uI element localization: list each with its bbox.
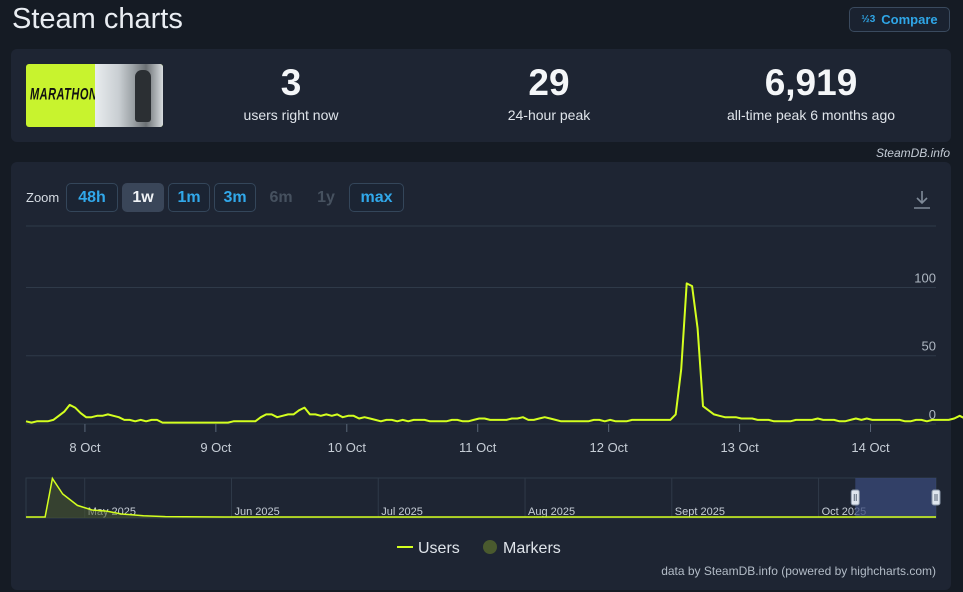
- x-tick-label: 8 Oct: [69, 440, 100, 455]
- navigator-label: Jul 2025: [381, 506, 423, 518]
- x-tick-label: 12 Oct: [590, 440, 629, 455]
- zoom-48h-button[interactable]: 48h: [66, 183, 118, 212]
- stat-current-value: 3: [280, 62, 302, 103]
- stat-peak24-label: 24-hour peak: [507, 107, 591, 123]
- stat-alltime-value: 6,919: [764, 62, 858, 103]
- navigator-label: Sept 2025: [675, 506, 725, 518]
- navigator-label: Oct 2025: [822, 506, 867, 518]
- legend-markers-swatch: [483, 540, 497, 554]
- users-series-line: [25, 282, 963, 424]
- credits[interactable]: data by SteamDB.info (powered by highcha…: [661, 564, 936, 578]
- navigator-handle-body: [850, 489, 860, 506]
- navigator-frame: [25, 477, 937, 519]
- zoom-1y-button: 1y: [317, 188, 335, 206]
- stat-peak24-value: 29: [528, 62, 570, 103]
- zoom-1m-button[interactable]: 1m: [168, 183, 210, 212]
- navigator-label: Jun 2025: [234, 506, 279, 518]
- legend: Users Markers: [397, 540, 561, 557]
- x-tick-label: 14 Oct: [851, 440, 890, 455]
- navigator-handle-right[interactable]: [931, 489, 941, 506]
- navigator-label: Aug 2025: [528, 506, 575, 518]
- game-art-figure: [135, 70, 151, 122]
- source-link[interactable]: SteamDB.info: [875, 146, 950, 160]
- stat-alltime-label: all-time peak 6 months ago: [726, 107, 896, 123]
- y-tick-label: 0: [929, 407, 936, 422]
- y-tick-label: 50: [922, 339, 936, 354]
- y-tick-label: 100: [914, 270, 936, 285]
- zoom-label: Zoom: [26, 190, 60, 205]
- compare-icon: ½3: [861, 13, 876, 25]
- navigator-handle-left[interactable]: [850, 489, 860, 506]
- x-tick-label: 11 Oct: [459, 440, 497, 455]
- game-logo-text: MARATHON: [30, 86, 98, 104]
- navigator-series-area: [26, 478, 936, 518]
- x-tick-label: 13 Oct: [720, 440, 759, 455]
- stat-current: 3 users right now: [210, 62, 372, 123]
- stat-peak24: 29 24-hour peak: [468, 62, 630, 123]
- zoom-6m-button: 6m: [269, 188, 293, 206]
- x-tick-label: 10 Oct: [328, 440, 367, 455]
- zoom-3m-button[interactable]: 3m: [214, 183, 256, 212]
- legend-markers-label: Markers: [503, 540, 561, 557]
- zoom-max-button[interactable]: max: [349, 183, 404, 212]
- zoom-1w-button[interactable]: 1w: [122, 183, 164, 212]
- navigator-selection: [855, 478, 936, 518]
- compare-button[interactable]: ½3 Compare: [849, 7, 950, 32]
- game-art: [95, 64, 163, 127]
- stats-panel: MARATHON 3 users right now 29 24-hour pe…: [11, 49, 951, 142]
- download-icon[interactable]: [912, 189, 932, 211]
- x-tick-label: 9 Oct: [200, 440, 231, 455]
- compare-label: Compare: [881, 12, 938, 27]
- legend-users-label: Users: [418, 540, 460, 557]
- chart-card: [11, 162, 951, 590]
- navigator-series-line: [26, 476, 936, 518]
- game-logo[interactable]: MARATHON: [26, 64, 163, 127]
- navigator-handle-body: [931, 489, 941, 506]
- download-icon-path: [914, 191, 930, 209]
- stat-current-label: users right now: [243, 107, 339, 123]
- page-title: Steam charts: [12, 3, 183, 35]
- stat-alltime: 6,919 all-time peak 6 months ago: [696, 62, 926, 123]
